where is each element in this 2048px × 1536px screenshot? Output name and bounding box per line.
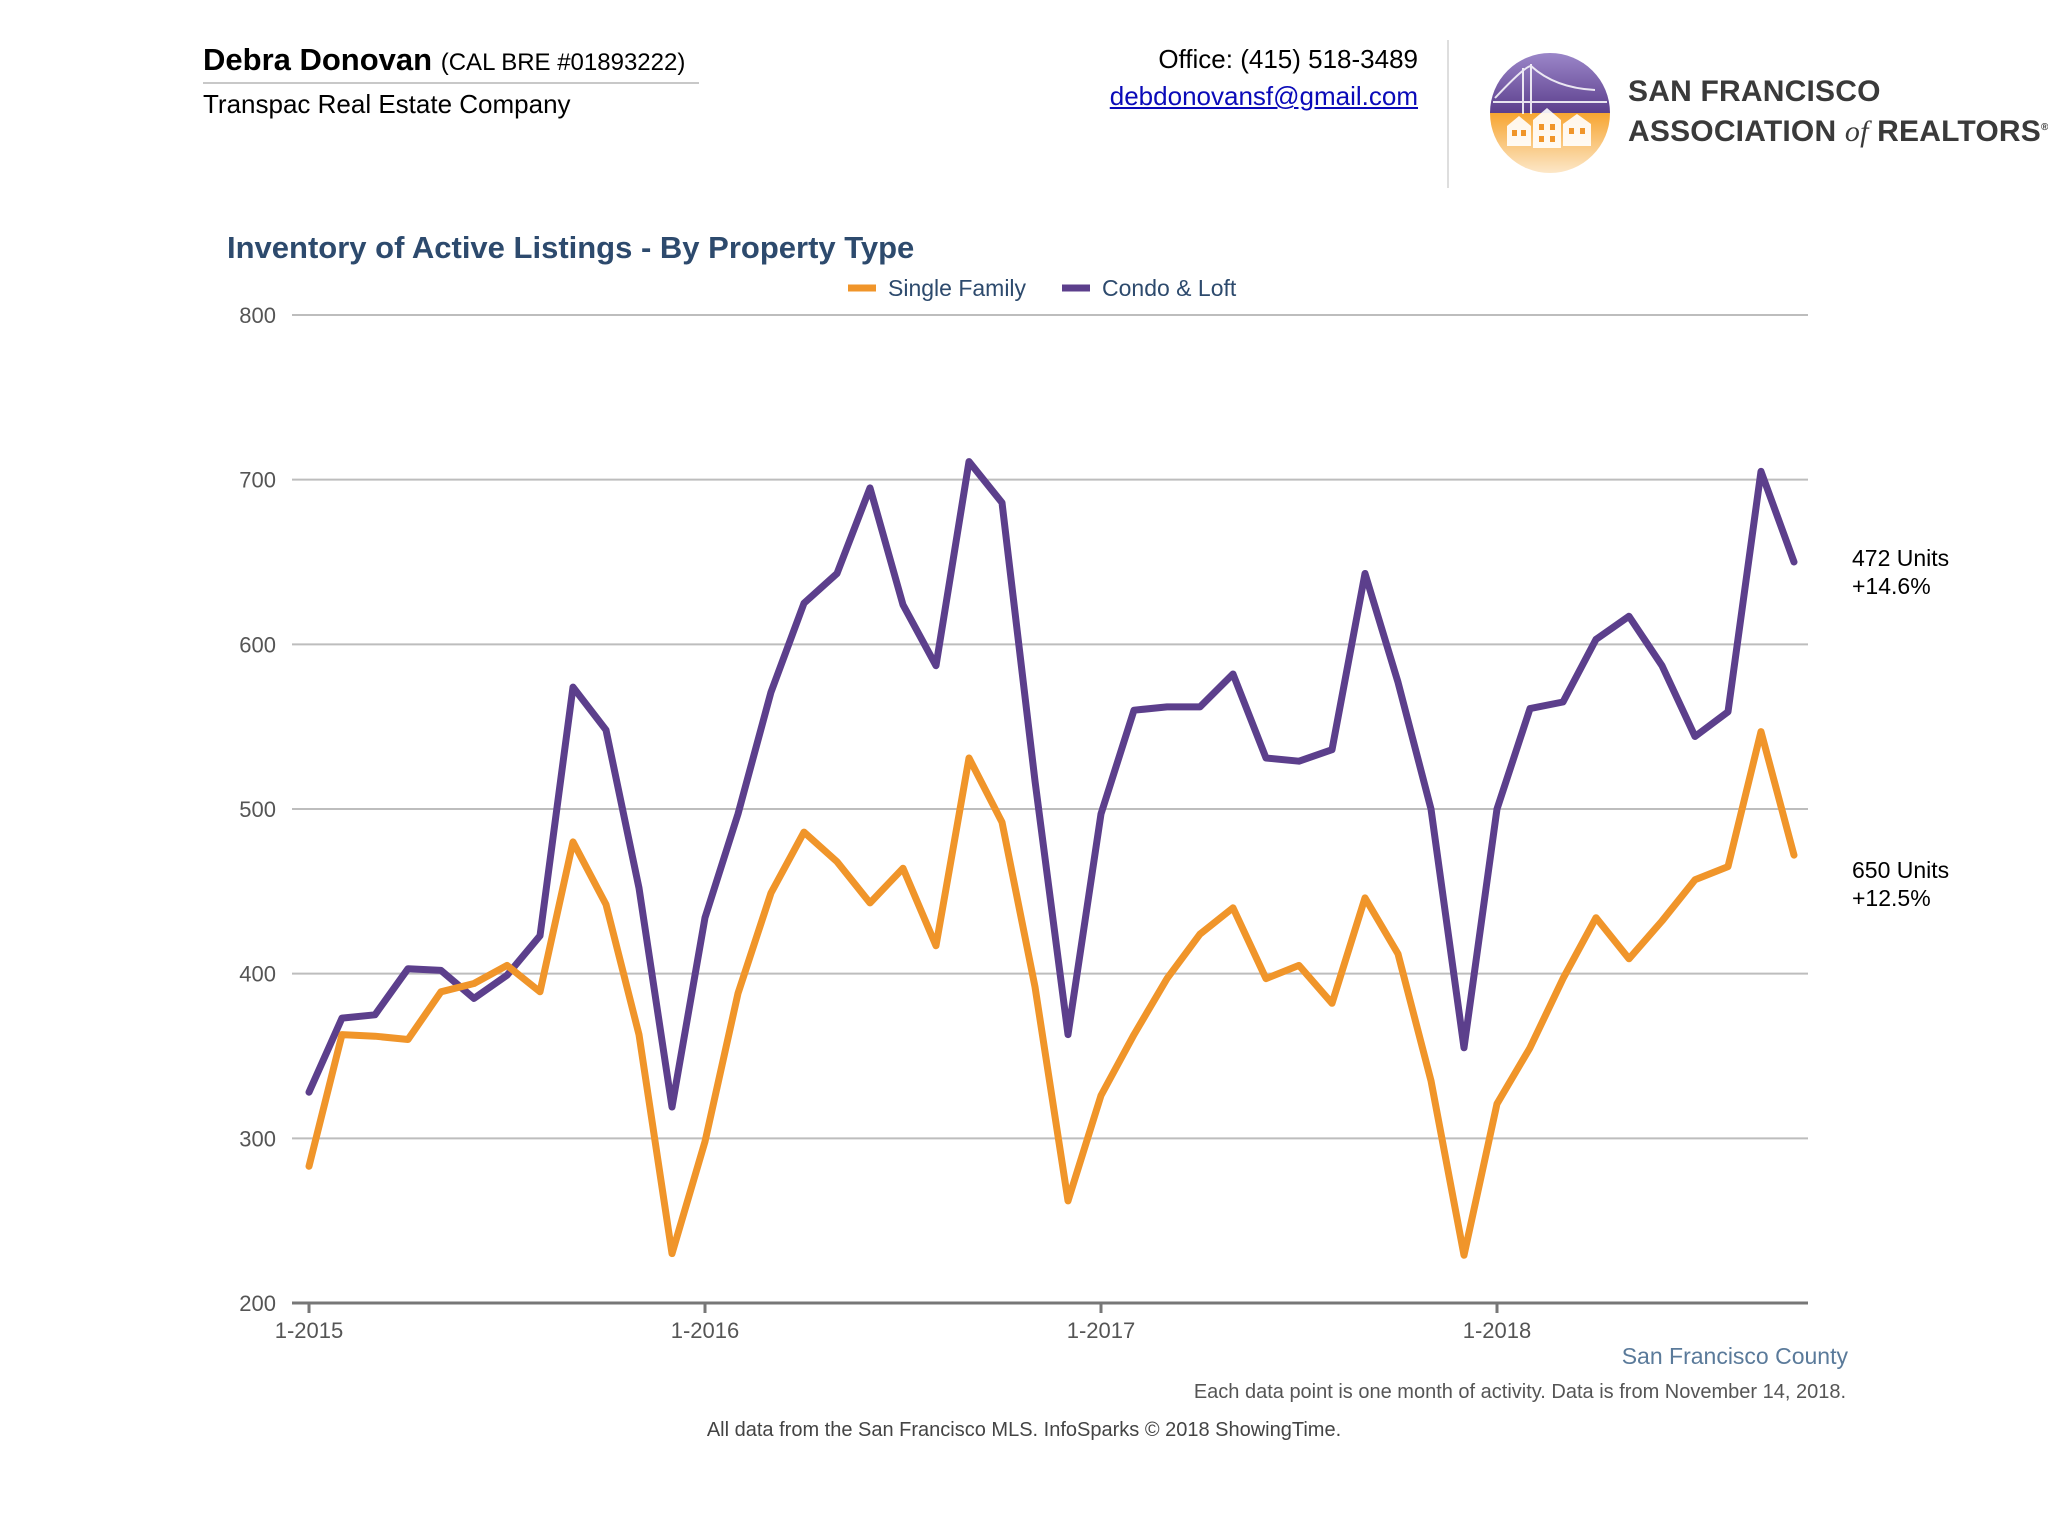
legend-label: Single Family (888, 275, 1027, 301)
chart-series (305, 458, 1798, 1259)
association-realtors: REALTORS (1877, 115, 2042, 148)
y-tick-label: 600 (239, 632, 276, 657)
y-tick-label: 700 (239, 468, 276, 493)
legend-label: Condo & Loft (1102, 275, 1237, 301)
agent-company: Transpac Real Estate Company (203, 89, 571, 119)
x-tick-label: 1-2018 (1463, 1318, 1532, 1343)
x-tick-label: 1-2016 (671, 1318, 740, 1343)
agent-name-text: Debra Donovan (203, 42, 433, 77)
x-tick-label: 1-2017 (1067, 1318, 1136, 1343)
header: Debra Donovan (CAL BRE #01893222) Transp… (0, 0, 2048, 200)
agent-license: (CAL BRE #01893222) (440, 49, 686, 76)
end-label-change: +14.6% (1852, 573, 1931, 599)
header-divider (1447, 40, 1449, 188)
association-of: of (1844, 115, 1869, 148)
data-note: Each data point is one month of activity… (1193, 1381, 1846, 1403)
series-line-condo-loft (305, 458, 1798, 1111)
chart-gridlines (292, 314, 1808, 1140)
y-tick-label: 800 (239, 303, 276, 328)
y-tick-label: 200 (239, 1291, 276, 1316)
y-tick-label: 500 (239, 797, 276, 822)
chart-title: Inventory of Active Listings - By Proper… (227, 230, 914, 265)
end-labels: 472 Units+14.6% 650 Units+12.5% (1852, 545, 1949, 911)
data-source: All data from the San Francisco MLS. Inf… (706, 1419, 1342, 1441)
office-phone: Office: (415) 518-3489 (1158, 44, 1418, 74)
x-tick-label: 1-2015 (275, 1318, 344, 1343)
chart-legend: Single Family Condo & Loft (848, 275, 1237, 301)
association-name: SAN FRANCISCO ASSOCIATION of REALTORS® (1628, 74, 2048, 150)
agent-name: Debra Donovan (CAL BRE #01893222) (203, 42, 685, 78)
registered-mark: ® (2041, 122, 2048, 133)
county-label: San Francisco County (1621, 1343, 1848, 1369)
y-tick-label: 400 (239, 962, 276, 987)
email-link[interactable]: debdonovansf@gmail.com (1109, 81, 1418, 111)
end-label-change: +12.5% (1852, 885, 1931, 911)
association-line-1: SAN FRANCISCO (1628, 75, 1881, 108)
y-tick-label: 300 (239, 1126, 276, 1151)
association-line-2: ASSOCIATION of REALTORS® (1628, 110, 2048, 150)
series-line-single-family (305, 728, 1798, 1259)
end-label-units: 650 Units (1852, 857, 1949, 883)
x-axis: 1-2015 1-2016 1-2017 1-2018 (275, 1301, 1808, 1343)
end-label-units: 472 Units (1852, 545, 1949, 571)
golden-gate-houses-logo-icon (1490, 53, 1610, 173)
y-axis-ticks: 200 300 400 500 600 700 800 (239, 303, 276, 1316)
agent-underline (203, 82, 699, 84)
association-word: ASSOCIATION (1628, 115, 1837, 148)
